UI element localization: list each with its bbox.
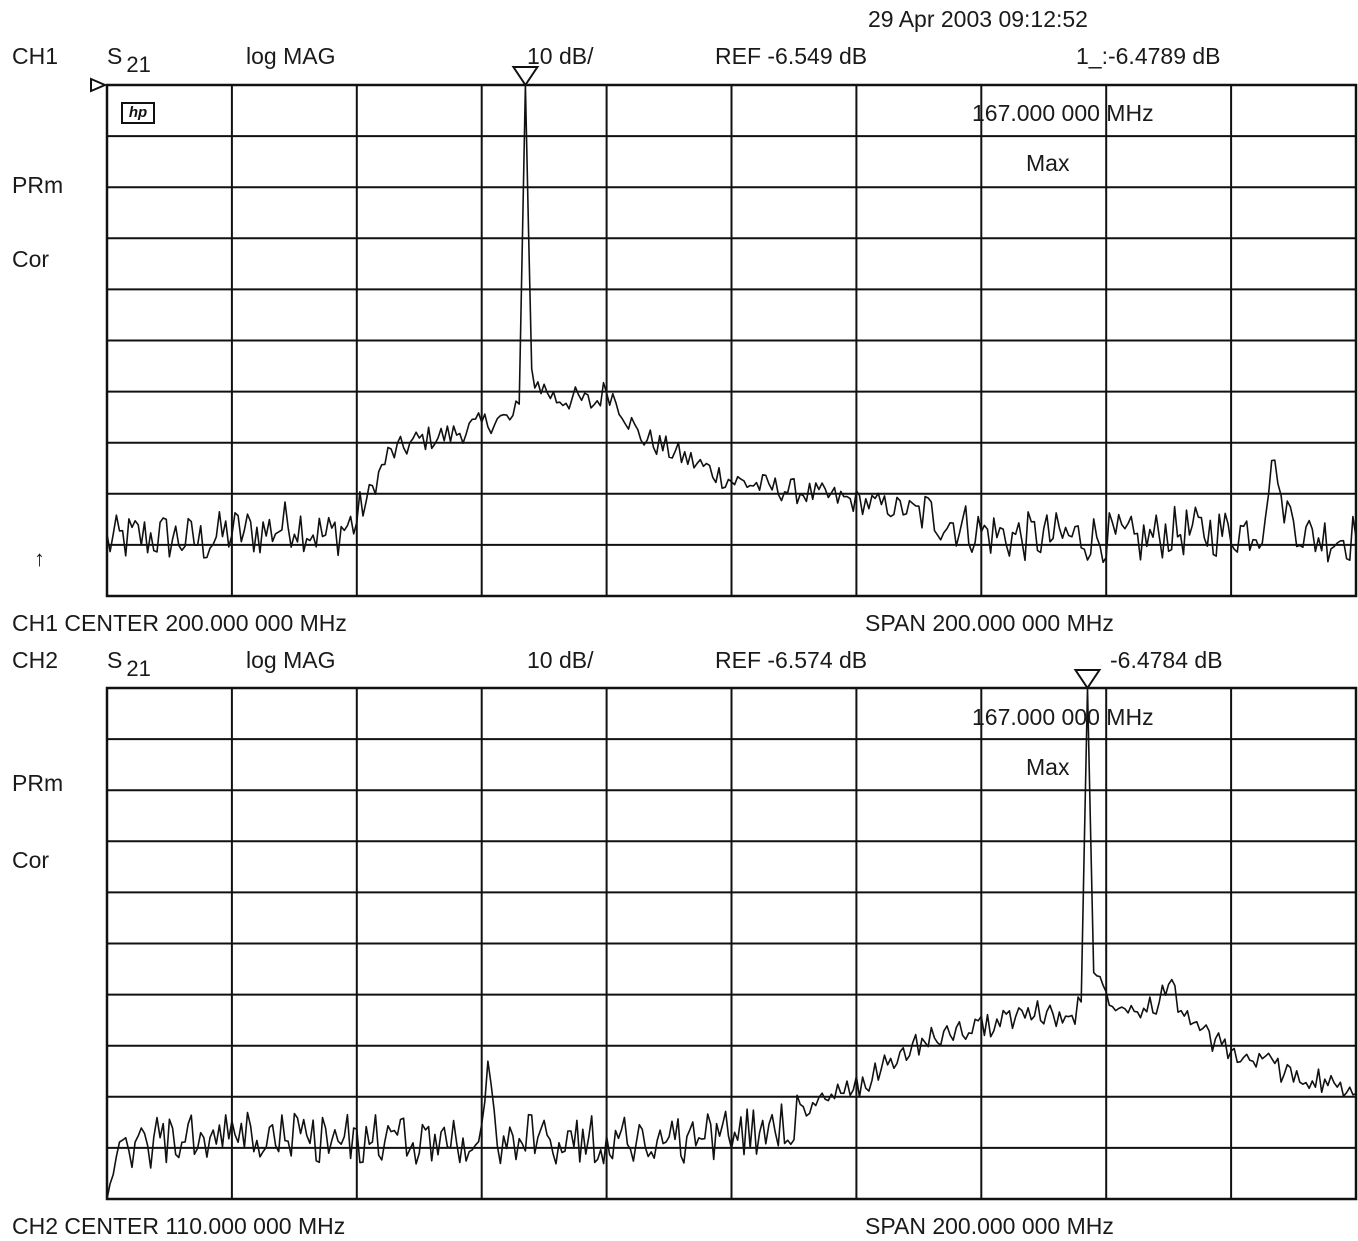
- ch1-marker-freq: 167.000 000 MHz: [972, 100, 1154, 126]
- ch1-trace-series-0: [106, 84, 1357, 564]
- ch1-marker-mode: Max: [1026, 150, 1070, 176]
- ch2-marker-value: -6.4784 dB: [1110, 647, 1223, 673]
- ch1-format: log MAG: [246, 43, 336, 69]
- ch1-label: CH1: [12, 43, 59, 69]
- ch2-param: S 21: [107, 647, 151, 680]
- ch1-scale: 10 dB/: [527, 43, 594, 69]
- ch2-grid: [105, 686, 1358, 1201]
- ch2-flag-prm: PRm: [12, 770, 64, 796]
- hp-logo: hp: [121, 102, 155, 124]
- ch1-up-arrow-icon: ↑: [34, 546, 45, 571]
- ch2-span: SPAN 200.000 000 MHz: [865, 1213, 1114, 1239]
- ch1-param-main: S: [107, 43, 123, 69]
- ch2-ref: REF -6.574 dB: [715, 647, 868, 673]
- ch1-marker-value: 1_:-6.4789 dB: [1076, 43, 1221, 69]
- ch2-trace-series-0: [106, 687, 1357, 1200]
- ch2-flag-cor: Cor: [12, 847, 50, 873]
- ch2-marker-mode: Max: [1026, 754, 1070, 780]
- markers: [90, 66, 1102, 690]
- ch2-marker-freq: 167.000 000 MHz: [972, 704, 1154, 730]
- ch1-flag-cor: Cor: [12, 246, 50, 272]
- ch1-ref: REF -6.549 dB: [715, 43, 868, 69]
- ch1-param-sub: 21: [126, 52, 151, 77]
- ch2-scale: 10 dB/: [527, 647, 594, 673]
- ch1-param: S 21: [107, 43, 151, 76]
- ch2-param-sub: 21: [126, 656, 151, 681]
- ch2-format: log MAG: [246, 647, 336, 673]
- ch2-param-main: S: [107, 647, 123, 673]
- ch1-reference-position-icon: [90, 77, 108, 93]
- ch2-center: CH2 CENTER 110.000 000 MHz: [12, 1213, 346, 1239]
- traces: [106, 84, 1357, 1200]
- ch1-flag-prm: PRm: [12, 172, 64, 198]
- ch1-grid: [105, 83, 1358, 598]
- ch1-span: SPAN 200.000 000 MHz: [865, 610, 1114, 636]
- ch2-marker-triangle-icon: [1073, 669, 1102, 690]
- ch1-center: CH1 CENTER 200.000 000 MHz: [12, 610, 347, 636]
- timestamp: 29 Apr 2003 09:12:52: [868, 6, 1088, 32]
- ch1-marker-triangle-icon: [511, 66, 540, 87]
- ch2-label: CH2: [12, 647, 59, 673]
